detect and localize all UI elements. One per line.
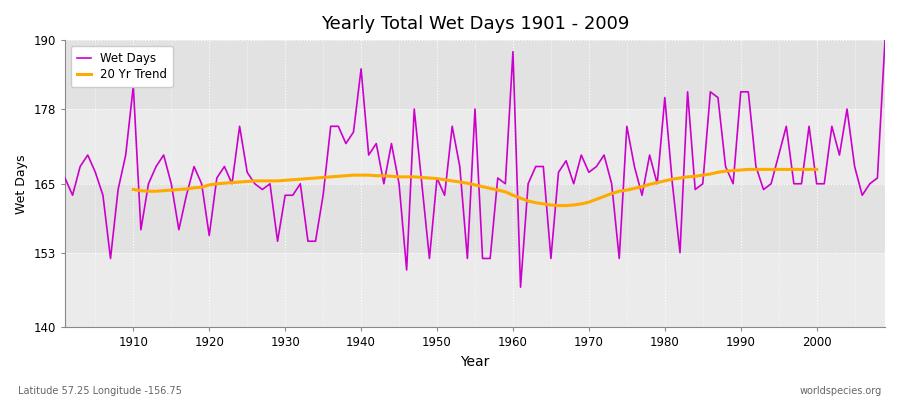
Line: Wet Days: Wet Days [65, 40, 885, 287]
Y-axis label: Wet Days: Wet Days [15, 154, 28, 214]
Text: worldspecies.org: worldspecies.org [800, 386, 882, 396]
Wet Days [607, 181, 617, 186]
Legend: Wet Days, 20 Yr Trend: Wet Days, 20 Yr Trend [71, 46, 174, 87]
Bar [65, 40, 885, 109]
Wet Days [287, 193, 298, 198]
20 Yr Trend [287, 177, 298, 182]
Line: 20 Yr Trend: 20 Yr Trend [133, 169, 816, 206]
20 Yr Trend [713, 170, 724, 175]
20 Yr Trend [554, 203, 564, 208]
20 Yr Trend [128, 187, 139, 192]
20 Yr Trend [302, 176, 313, 181]
Wet Days [508, 49, 518, 54]
Text: Latitude 57.25 Longitude -156.75: Latitude 57.25 Longitude -156.75 [18, 386, 182, 396]
20 Yr Trend [811, 167, 822, 172]
20 Yr Trend [212, 181, 222, 186]
Bar [65, 253, 885, 328]
Bar [65, 184, 885, 253]
Bar [65, 109, 885, 184]
20 Yr Trend [742, 167, 753, 172]
Wet Days [121, 153, 131, 158]
Wet Days [515, 285, 526, 290]
X-axis label: Year: Year [460, 355, 490, 369]
Wet Days [500, 181, 511, 186]
Title: Yearly Total Wet Days 1901 - 2009: Yearly Total Wet Days 1901 - 2009 [320, 15, 629, 33]
Wet Days [879, 38, 890, 42]
20 Yr Trend [804, 167, 814, 172]
Wet Days [333, 124, 344, 129]
20 Yr Trend [523, 199, 534, 204]
Wet Days [59, 176, 70, 180]
